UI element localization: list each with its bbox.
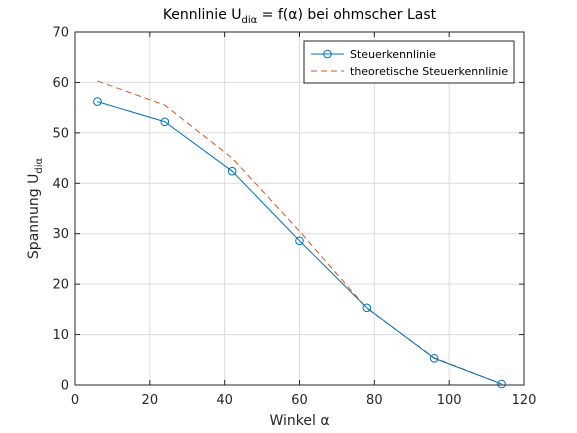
legend-items: Steuerkennlinie theoretische Steuerkennli…	[311, 48, 508, 78]
x-tick-label: 80	[366, 393, 383, 408]
data-point-marker	[160, 117, 170, 127]
x-tick-label: 0	[71, 393, 79, 408]
data-point-marker	[227, 166, 237, 176]
x-tick-label: 120	[512, 393, 537, 408]
y-tick-label: 30	[52, 227, 69, 242]
x-tick-label: 60	[291, 393, 308, 408]
legend-marker-0	[323, 49, 332, 59]
x-tick-label: 40	[216, 393, 233, 408]
chart-title-subscript: diα	[242, 15, 258, 26]
data-point-marker	[497, 379, 506, 389]
chart-title-suffix: = f(α) bei ohmscher Last	[257, 7, 436, 23]
chart-title: Kennlinie Udiα = f(α) bei ohmscher Last	[163, 7, 437, 26]
legend-box	[303, 40, 515, 84]
legend-label-1: theoretische Steuerkennlinie	[350, 65, 508, 78]
y-tick-label: 60	[52, 76, 69, 91]
x-axis-label: Winkel α	[269, 413, 329, 429]
chart-title-prefix: Kennlinie U	[163, 7, 242, 23]
y-axis-label-prefix: Spannung U	[26, 174, 42, 259]
legend-label-0: Steuerkennlinie	[350, 48, 436, 61]
data-point-marker	[362, 303, 372, 313]
y-tick-label: 20	[52, 278, 69, 293]
series-layer	[93, 80, 506, 389]
data-point-marker	[295, 236, 304, 246]
x-tick-label: 100	[437, 393, 462, 408]
y-tick-label: 0	[61, 379, 69, 394]
y-tick-label: 70	[52, 26, 69, 41]
series-line-steuerkennlinie	[97, 101, 502, 385]
y-tick-label: 10	[52, 328, 69, 343]
x-tick-label: 20	[142, 393, 159, 408]
y-tick-label: 50	[52, 126, 69, 141]
ticks: 0 20 40 60 80 100 120 0 10 20 30 40 50 60 70	[52, 26, 536, 409]
data-point-marker	[429, 353, 439, 363]
y-axis-label-subscript: diα	[34, 158, 45, 174]
y-tick-label: 40	[52, 177, 69, 192]
legend: Steuerkennlinie theoretische Steuerkennli…	[303, 40, 515, 84]
y-axis-label: Spannung Udiα	[26, 158, 45, 260]
data-point-marker	[93, 97, 102, 106]
